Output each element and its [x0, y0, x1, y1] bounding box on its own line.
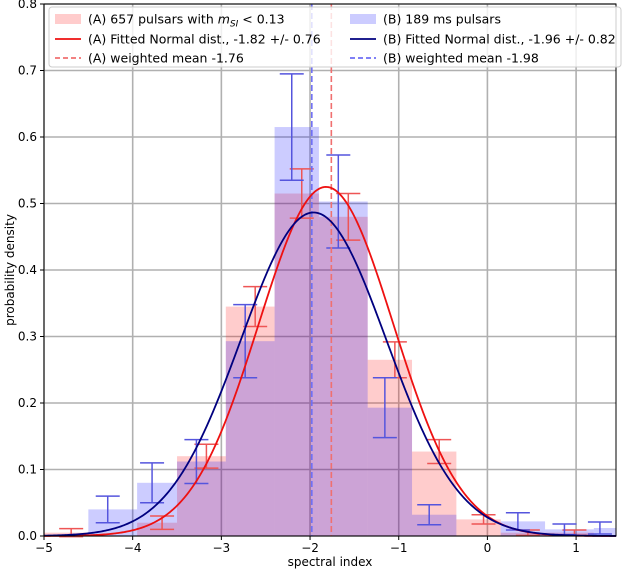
- y-tick-label-6: 0.6: [18, 130, 37, 144]
- errorbar-a-4: [243, 285, 268, 328]
- errorbar-b-6: [326, 154, 351, 249]
- y-axis-label: probability density: [3, 214, 17, 326]
- y-tick-label-7: 0.7: [18, 64, 37, 78]
- axis-ticks: −5 −4 −3 −2 −1 0 1 0.0 0.1 0.2 0.3 0.4 0.5 0.6 0.7 0.8: [18, 0, 580, 555]
- histogram-a-bar-8: [412, 451, 457, 536]
- legend-swatch-a-hist: [55, 14, 81, 24]
- histogram-a-bar-10: [500, 532, 546, 536]
- x-tick-label-5: 0: [484, 541, 492, 555]
- y-tick-label-8: 0.8: [18, 0, 37, 11]
- histogram-b-bar-11: [545, 529, 594, 536]
- legend: (A) 657 pulsars with mSI < 0.13 (A) Fitte…: [48, 6, 622, 68]
- x-axis-label: spectral index: [288, 555, 373, 569]
- x-tick-label-3: −2: [301, 541, 319, 555]
- histogram-b-bar-7: [367, 407, 413, 536]
- normal-fit-curves: [43, 186, 617, 537]
- errorbar-b-12: [587, 521, 612, 535]
- weighted-mean-lines: [311, 4, 333, 536]
- histogram-b-bar-6: [318, 201, 368, 536]
- legend-swatch-b-hist: [350, 14, 376, 24]
- normal-fit-curve-b: [43, 211, 616, 537]
- legend-label-a-mean: (A) weighted mean -1.76: [88, 51, 244, 66]
- y-tick-label-4: 0.4: [18, 263, 37, 277]
- x-tick-label-0: −5: [35, 541, 53, 555]
- histogram-b-bar-12: [593, 528, 616, 536]
- y-tick-label-5: 0.5: [18, 197, 37, 211]
- y-tick-label-3: 0.3: [18, 330, 37, 344]
- x-tick-label-4: −1: [390, 541, 408, 555]
- x-tick-label-2: −3: [213, 541, 231, 555]
- y-tick-label-2: 0.2: [18, 396, 37, 410]
- errorbar-b-2: [140, 462, 165, 504]
- grid-lines: [43, 3, 616, 537]
- errorbar-b-7: [372, 376, 397, 439]
- legend-label-a-hist: (A) 657 pulsars with mSI < 0.13: [88, 12, 285, 30]
- y-tick-label-0: 0.0: [18, 529, 37, 543]
- errorbar-b-5: [279, 73, 304, 181]
- histogram-b-bar-4: [225, 341, 275, 536]
- histogram-a-bar-4: [225, 306, 275, 536]
- legend-box: [48, 6, 622, 68]
- legend-label-b-curve: (B) Fitted Normal dist., -1.96 +/- 0.82: [383, 32, 616, 47]
- y-tick-label-1: 0.1: [18, 463, 37, 477]
- legend-label-b-mean: (B) weighted mean -1.98: [383, 51, 539, 66]
- legend-label-a-curve: (A) Fitted Normal dist., -1.82 +/- 0.76: [88, 32, 321, 47]
- legend-label-b-hist: (B) 189 ms pulsars: [383, 12, 501, 27]
- x-tick-label-1: −4: [124, 541, 142, 555]
- errorbar-b-1: [95, 495, 120, 524]
- errorbar-b-8: [417, 503, 442, 526]
- x-tick-label-6: 1: [572, 541, 580, 555]
